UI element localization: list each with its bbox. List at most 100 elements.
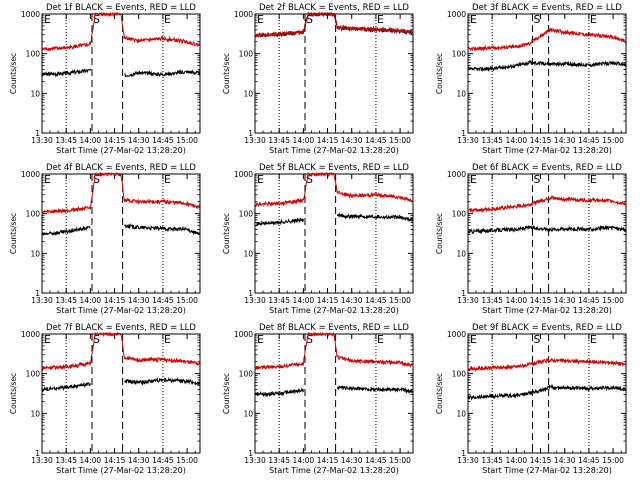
detector-plot-panel: Det 1f BLACK = Events, RED = LLD 1 10 100 10… [9,3,201,155]
lld-series-line [41,331,201,372]
plot-frame [467,333,627,454]
events-series-line [41,68,201,78]
period-marker-label: E [377,333,384,346]
events-series-line [467,224,627,235]
period-marker-label: E [44,13,51,26]
detector-plot-panel: Det 2f BLACK = Events, RED = LLD 1 10 100 10… [222,3,414,155]
detector-plot-panel: Det 5f BLACK = Events, RED = LLD 1 10 100 10… [222,163,414,315]
period-marker-label: E [377,173,384,186]
events-series-line [254,212,414,227]
y-axis-label: Counts/sec [9,213,18,254]
x-tick-label: 13:30 [244,456,266,465]
period-marker-label: S [533,173,540,186]
x-tick-label: 14:30 [341,456,363,465]
x-tick-label: 14:15 [104,136,126,145]
lld-series-line [254,331,414,370]
period-marker-label: E [257,173,264,186]
period-marker-label: S [533,333,540,346]
y-tick-label: 1 [461,289,466,298]
x-tick-label: 13:45 [268,456,290,465]
plot-title: Det 4f BLACK = Events, RED = LLD [46,163,196,173]
period-marker-label: E [470,173,477,186]
x-tick-label: 13:30 [457,136,479,145]
y-axis-label: Counts/sec [435,213,444,254]
x-tick-label: 14:15 [530,136,552,145]
x-tick-label: 14:15 [104,456,126,465]
y-tick-label: 10 [30,409,40,418]
plot-title: Det 5f BLACK = Events, RED = LLD [259,163,409,173]
x-tick-label: 14:30 [554,136,576,145]
x-tick-label: 13:30 [244,296,266,305]
y-tick-label: 100 [239,210,254,219]
period-marker-label: S [306,173,313,186]
y-tick-label: 1000 [447,170,466,179]
x-tick-label: 14:30 [128,296,150,305]
x-tick-label: 15:00 [602,296,624,305]
x-tick-label: 14:15 [530,456,552,465]
x-tick-label: 13:45 [481,136,503,145]
y-tick-label: 1 [35,289,40,298]
y-tick-label: 1000 [447,10,466,19]
plot-frame [467,173,627,294]
x-tick-label: 14:00 [80,296,102,305]
y-tick-label: 10 [243,89,253,98]
y-tick-label: 100 [26,370,41,379]
y-tick-label: 1 [461,129,466,138]
x-tick-label: 14:15 [317,296,339,305]
y-axis-label: Counts/sec [435,373,444,414]
x-tick-label: 14:00 [293,136,315,145]
x-tick-label: 13:30 [244,136,266,145]
period-marker-label: E [164,13,171,26]
x-tick-label: 13:30 [31,456,53,465]
x-axis-label: Start Time (27-Mar-02 13:28:20) [269,466,399,475]
y-axis-label: Counts/sec [9,53,18,94]
period-marker-label: S [93,333,100,346]
x-tick-label: 14:30 [554,296,576,305]
lld-series-line [467,26,627,52]
x-tick-label: 13:45 [55,456,77,465]
y-tick-label: 10 [30,249,40,258]
plot-title: Det 3f BLACK = Events, RED = LLD [472,3,622,13]
period-marker-label: E [257,13,264,26]
events-series-line [41,376,201,393]
y-tick-label: 1000 [21,170,40,179]
y-tick-label: 100 [26,50,41,59]
x-tick-label: 13:45 [481,296,503,305]
detector-plot-panel: Det 9f BLACK = Events, RED = LLD 1 10 100 10… [435,323,627,475]
lld-series-line [467,357,627,372]
x-axis-label: Start Time (27-Mar-02 13:28:20) [269,146,399,155]
x-tick-label: 14:30 [128,456,150,465]
x-tick-label: 13:30 [457,296,479,305]
x-tick-label: 14:45 [152,456,174,465]
period-marker-label: E [257,333,264,346]
plot-frame [254,13,414,134]
y-tick-label: 1 [35,129,40,138]
x-tick-label: 14:15 [317,456,339,465]
plot-frame [41,333,201,454]
y-tick-label: 10 [243,409,253,418]
x-tick-label: 13:45 [268,136,290,145]
x-tick-label: 14:15 [530,296,552,305]
period-marker-label: E [377,13,384,26]
period-marker-label: E [470,13,477,26]
period-marker-label: E [470,333,477,346]
y-tick-label: 1 [35,449,40,458]
x-tick-label: 15:00 [602,136,624,145]
y-tick-label: 1 [248,289,253,298]
y-tick-label: 100 [239,370,254,379]
plot-title: Det 1f BLACK = Events, RED = LLD [46,3,196,13]
x-axis-label: Start Time (27-Mar-02 13:28:20) [56,146,186,155]
x-tick-label: 14:30 [341,136,363,145]
events-series-line [467,383,627,401]
y-tick-label: 1000 [234,330,253,339]
x-tick-label: 13:45 [481,456,503,465]
y-axis-label: Counts/sec [222,373,231,414]
period-marker-label: E [590,333,597,346]
plot-title: Det 8f BLACK = Events, RED = LLD [259,323,409,333]
x-tick-label: 14:45 [578,136,600,145]
period-marker-label: S [533,13,540,26]
x-tick-label: 15:00 [176,136,198,145]
y-tick-label: 1000 [234,170,253,179]
x-tick-label: 13:45 [268,296,290,305]
detector-plot-panel: Det 8f BLACK = Events, RED = LLD 1 10 100 10… [222,323,414,475]
